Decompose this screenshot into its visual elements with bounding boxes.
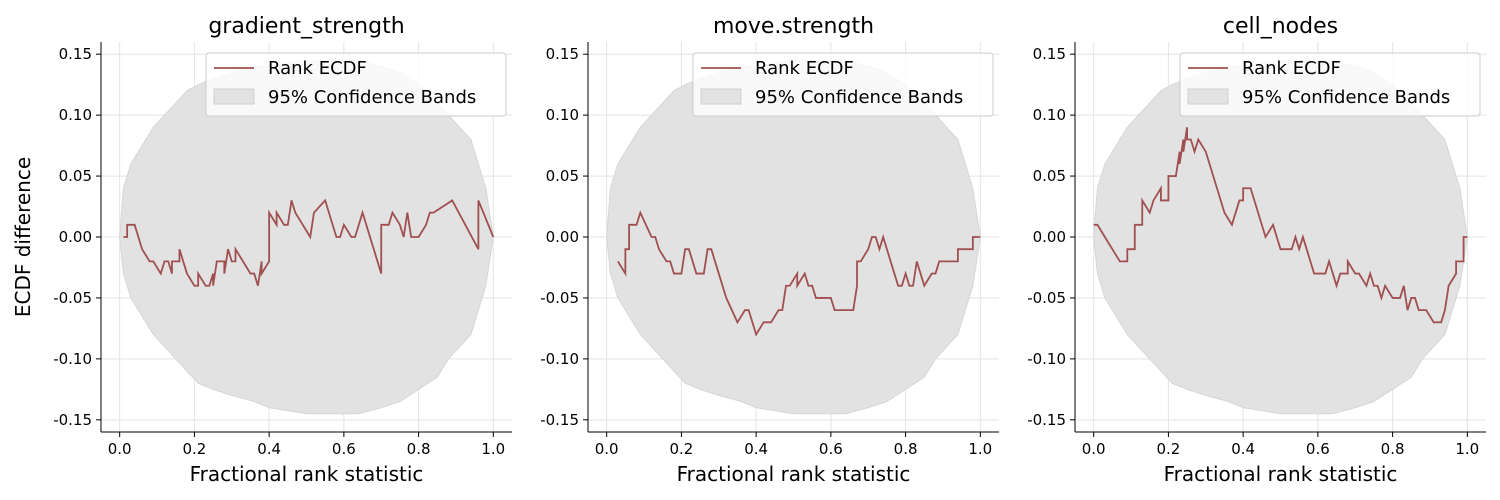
x-tick-label: 1.0 <box>1455 440 1479 458</box>
chart-panel-3: 0.0 0.2 0.4 0.6 0.8 1.0 -0.15 -0.10 -0.05 0.00 0.0… <box>1027 14 1486 486</box>
x-axis-label: Fractional rank statistic <box>677 462 911 486</box>
x-tick-label: 0.6 <box>819 440 843 458</box>
x-tick-label: 0.6 <box>332 440 356 458</box>
legend-entry-confidence-bands: 95% Confidence Bands <box>755 87 963 108</box>
x-tick-label: 0.8 <box>407 440 431 458</box>
figure-ylabel: ECDF difference <box>11 157 35 317</box>
y-tick-label: -0.10 <box>540 350 579 368</box>
x-tick-label: 0.0 <box>108 440 132 458</box>
y-tick-label: 0.10 <box>1033 106 1066 124</box>
x-tick-label: 0.0 <box>595 440 619 458</box>
x-tick-label: 0.8 <box>894 440 918 458</box>
y-tick-label: -0.10 <box>1027 350 1066 368</box>
rank-ecdf-line <box>617 210 981 337</box>
legend: Rank ECDF 95% Confidence Bands <box>205 52 507 117</box>
legend-band-swatch <box>1187 88 1229 105</box>
legend-entry-rank-ecdf: Rank ECDF <box>1242 58 1341 79</box>
legend: Rank ECDF 95% Confidence Bands <box>1179 52 1481 117</box>
y-tick-label: 0.05 <box>1033 167 1066 185</box>
y-tick-label: -0.05 <box>540 289 579 307</box>
legend-entry-rank-ecdf: Rank ECDF <box>268 58 367 79</box>
legend-box <box>692 52 994 117</box>
y-tick-label: 0.10 <box>59 106 92 124</box>
y-tick-label: 0.05 <box>546 167 579 185</box>
legend-entry-confidence-bands: 95% Confidence Bands <box>268 87 476 108</box>
x-tick-label: 0.8 <box>1381 440 1405 458</box>
y-tick-label: 0.10 <box>546 106 579 124</box>
legend: Rank ECDF 95% Confidence Bands <box>692 52 994 117</box>
legend-band-swatch <box>700 88 742 105</box>
chart-title: gradient_strength <box>208 14 404 39</box>
chart-title: cell_nodes <box>1223 14 1338 39</box>
y-tick-label: 0.00 <box>1033 228 1066 246</box>
x-tick-label: 0.4 <box>744 440 768 458</box>
y-tick-label: 0.00 <box>59 228 92 246</box>
legend-box <box>205 52 507 117</box>
legend-entry-confidence-bands: 95% Confidence Bands <box>1242 87 1450 108</box>
x-tick-label: 0.2 <box>1156 440 1180 458</box>
y-tick-label: -0.15 <box>53 411 92 429</box>
y-tick-label: 0.15 <box>59 45 92 63</box>
rank-ecdf-line <box>123 198 495 287</box>
x-tick-label: 0.2 <box>182 440 206 458</box>
x-tick-label: 1.0 <box>968 440 992 458</box>
legend-box <box>1179 52 1481 117</box>
y-tick-label: -0.05 <box>53 289 92 307</box>
x-tick-label: 0.4 <box>257 440 281 458</box>
x-axis-label: Fractional rank statistic <box>1164 462 1398 486</box>
x-tick-label: 0.4 <box>1231 440 1255 458</box>
legend-entry-rank-ecdf: Rank ECDF <box>755 58 854 79</box>
x-tick-label: 0.2 <box>669 440 693 458</box>
chart-panel-2: 0.0 0.2 0.4 0.6 0.8 1.0 -0.15 -0.10 -0.05 0.00 0.0… <box>540 14 999 486</box>
x-tick-label: 0.0 <box>1082 440 1106 458</box>
x-axis-label: Fractional rank statistic <box>190 462 424 486</box>
x-tick-label: 0.6 <box>1306 440 1330 458</box>
y-tick-label: 0.15 <box>546 45 579 63</box>
chart-panel-1: 0.0 0.2 0.4 0.6 0.8 1.0 -0.15 -0.10 -0.05 0.00 0.0… <box>53 14 512 486</box>
y-tick-label: -0.15 <box>1027 411 1066 429</box>
legend-band-swatch <box>213 88 255 105</box>
y-tick-label: -0.15 <box>540 411 579 429</box>
y-tick-label: 0.00 <box>546 228 579 246</box>
x-tick-label: 1.0 <box>481 440 505 458</box>
y-tick-label: 0.05 <box>59 167 92 185</box>
chart-title: move.strength <box>713 14 874 39</box>
y-tick-label: -0.10 <box>53 350 92 368</box>
y-tick-label: -0.05 <box>1027 289 1066 307</box>
rank-ecdf-line <box>1093 127 1468 324</box>
y-tick-label: 0.15 <box>1033 45 1066 63</box>
